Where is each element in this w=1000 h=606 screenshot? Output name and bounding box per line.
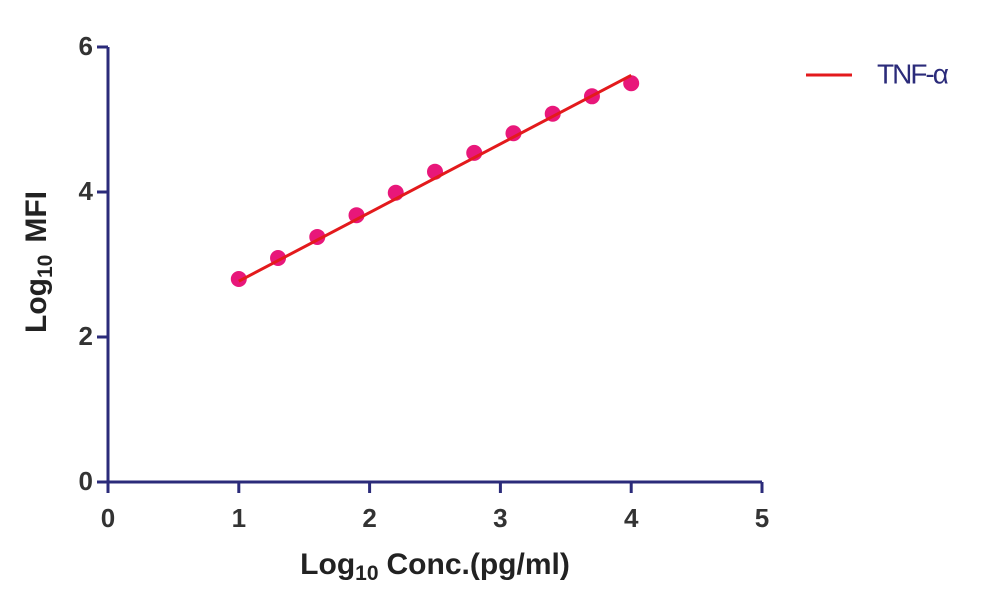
y-axis-title: Log10 MFI xyxy=(20,191,57,333)
y-tick-label: 0 xyxy=(79,466,93,496)
y-title-part: Log xyxy=(20,278,53,333)
fit-line xyxy=(238,73,632,283)
y-title-sub: 10 xyxy=(34,255,57,278)
x-tick-label: 4 xyxy=(624,503,639,533)
data-point xyxy=(230,271,247,287)
x-title-sub: 10 xyxy=(355,562,378,585)
y-tick-label: 4 xyxy=(79,176,94,206)
x-tick-label: 3 xyxy=(493,503,507,533)
x-tick-label: 5 xyxy=(755,503,769,533)
x-tick-label: 0 xyxy=(101,503,115,533)
data-point xyxy=(348,207,365,224)
x-axis-title: Log10 Conc.(pg/ml) xyxy=(300,548,570,585)
x-tick-label: 2 xyxy=(362,503,376,533)
y-tick-label: 2 xyxy=(79,321,93,351)
legend-label: TNF-α xyxy=(877,58,949,89)
x-title-part: Conc.(pg/ml) xyxy=(387,548,570,581)
x-tick-label: 1 xyxy=(232,503,246,533)
data-point xyxy=(505,125,522,142)
data-point xyxy=(623,75,640,92)
y-title-part: MFI xyxy=(20,191,53,243)
x-title-part: Log xyxy=(300,548,355,581)
y-tick-label: 6 xyxy=(79,31,93,61)
